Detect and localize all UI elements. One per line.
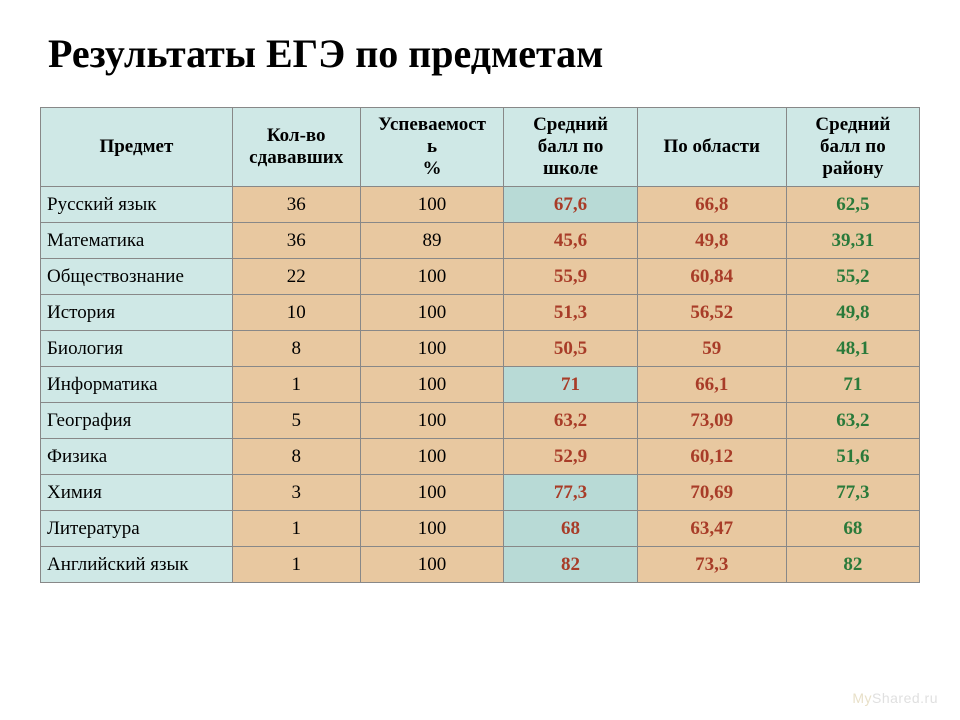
table-cell-school: 82 <box>504 547 637 583</box>
table-cell-school: 63,2 <box>504 403 637 439</box>
table-row: Информатика11007166,171 <box>41 367 920 403</box>
table-row: Математика368945,649,839,31 <box>41 223 920 259</box>
table-cell-school: 67,6 <box>504 187 637 223</box>
table-cell-pass: 100 <box>360 403 504 439</box>
table-row: География510063,273,0963,2 <box>41 403 920 439</box>
table-cell-subject: Обществознание <box>41 259 233 295</box>
table-cell-subject: Биология <box>41 331 233 367</box>
table-row: Русский язык3610067,666,862,5 <box>41 187 920 223</box>
table-cell-district: 62,5 <box>786 187 919 223</box>
table-cell-school: 68 <box>504 511 637 547</box>
table-cell-pass: 100 <box>360 295 504 331</box>
table-cell-subject: История <box>41 295 233 331</box>
table-cell-subject: Русский язык <box>41 187 233 223</box>
table-cell-pass: 89 <box>360 223 504 259</box>
table-cell-subject: Литература <box>41 511 233 547</box>
table-cell-district: 63,2 <box>786 403 919 439</box>
table-header-cell: Предмет <box>41 108 233 187</box>
table-header-cell: Средний балл по школе <box>504 108 637 187</box>
table-cell-count: 1 <box>232 547 360 583</box>
table-cell-pass: 100 <box>360 259 504 295</box>
table-row: Обществознание2210055,960,8455,2 <box>41 259 920 295</box>
table-cell-pass: 100 <box>360 439 504 475</box>
table-row: Физика810052,960,1251,6 <box>41 439 920 475</box>
table-cell-district: 71 <box>786 367 919 403</box>
table-cell-school: 55,9 <box>504 259 637 295</box>
table-cell-region: 70,69 <box>637 475 786 511</box>
watermark-prefix: My <box>852 690 872 706</box>
table-cell-region: 60,84 <box>637 259 786 295</box>
table-cell-district: 39,31 <box>786 223 919 259</box>
table-cell-region: 49,8 <box>637 223 786 259</box>
table-cell-subject: Английский язык <box>41 547 233 583</box>
table-cell-pass: 100 <box>360 475 504 511</box>
table-cell-pass: 100 <box>360 367 504 403</box>
table-cell-pass: 100 <box>360 511 504 547</box>
table-cell-region: 63,47 <box>637 511 786 547</box>
watermark: MyShared.ru <box>852 690 938 706</box>
table-row: Биология810050,55948,1 <box>41 331 920 367</box>
table-header-row: ПредметКол-во сдававшихУспеваемость%Сред… <box>41 108 920 187</box>
table-header-cell: Средний балл по району <box>786 108 919 187</box>
page-title: Результаты ЕГЭ по предметам <box>40 30 920 77</box>
table-cell-school: 71 <box>504 367 637 403</box>
table-cell-count: 22 <box>232 259 360 295</box>
table-cell-region: 73,09 <box>637 403 786 439</box>
table-cell-count: 3 <box>232 475 360 511</box>
table-body: Русский язык3610067,666,862,5Математика3… <box>41 187 920 583</box>
table-cell-region: 73,3 <box>637 547 786 583</box>
table-row: История1010051,356,5249,8 <box>41 295 920 331</box>
table-cell-school: 50,5 <box>504 331 637 367</box>
table-cell-district: 77,3 <box>786 475 919 511</box>
table-cell-region: 59 <box>637 331 786 367</box>
table-cell-region: 56,52 <box>637 295 786 331</box>
watermark-suffix: Shared.ru <box>872 690 938 706</box>
table-cell-school: 52,9 <box>504 439 637 475</box>
table-cell-region: 60,12 <box>637 439 786 475</box>
table-cell-subject: Математика <box>41 223 233 259</box>
table-header-cell: По области <box>637 108 786 187</box>
table-cell-count: 10 <box>232 295 360 331</box>
table-cell-school: 45,6 <box>504 223 637 259</box>
table-cell-count: 8 <box>232 331 360 367</box>
table-cell-count: 1 <box>232 367 360 403</box>
table-cell-subject: Физика <box>41 439 233 475</box>
table-cell-district: 82 <box>786 547 919 583</box>
table-cell-district: 68 <box>786 511 919 547</box>
table-cell-subject: Химия <box>41 475 233 511</box>
table-cell-district: 49,8 <box>786 295 919 331</box>
table-cell-school: 51,3 <box>504 295 637 331</box>
table-cell-district: 48,1 <box>786 331 919 367</box>
table-cell-subject: География <box>41 403 233 439</box>
table-cell-count: 36 <box>232 187 360 223</box>
table-row: Литература11006863,4768 <box>41 511 920 547</box>
table-cell-pass: 100 <box>360 547 504 583</box>
table-cell-district: 51,6 <box>786 439 919 475</box>
results-table: ПредметКол-во сдававшихУспеваемость%Сред… <box>40 107 920 583</box>
table-cell-pass: 100 <box>360 331 504 367</box>
table-cell-count: 1 <box>232 511 360 547</box>
table-cell-district: 55,2 <box>786 259 919 295</box>
table-cell-region: 66,8 <box>637 187 786 223</box>
table-row: Английский язык11008273,382 <box>41 547 920 583</box>
table-row: Химия310077,370,6977,3 <box>41 475 920 511</box>
table-cell-region: 66,1 <box>637 367 786 403</box>
table-header-cell: Успеваемость% <box>360 108 504 187</box>
table-cell-subject: Информатика <box>41 367 233 403</box>
table-cell-school: 77,3 <box>504 475 637 511</box>
table-cell-count: 36 <box>232 223 360 259</box>
table-header-cell: Кол-во сдававших <box>232 108 360 187</box>
table-cell-count: 8 <box>232 439 360 475</box>
table-cell-pass: 100 <box>360 187 504 223</box>
table-cell-count: 5 <box>232 403 360 439</box>
